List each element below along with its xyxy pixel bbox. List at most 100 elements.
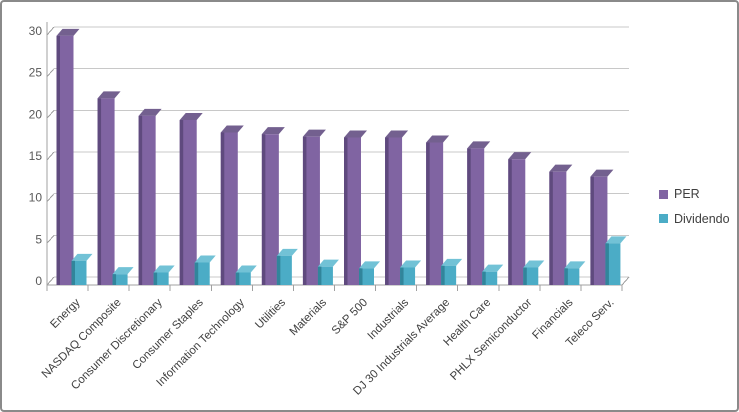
bar-per-9 bbox=[426, 142, 444, 285]
legend-item-dividendo: Dividendo bbox=[659, 211, 730, 226]
bar-dividendo-5 bbox=[276, 255, 292, 285]
x-axis-label: NASDAQ Composite bbox=[40, 297, 124, 381]
bar-top-per-12 bbox=[549, 164, 573, 172]
bar-top-dividendo-9 bbox=[441, 258, 463, 266]
bar-dividendo-13 bbox=[605, 243, 621, 285]
bar-top-dividendo-0 bbox=[71, 253, 93, 261]
x-axis-label: Consumer Staples bbox=[130, 296, 206, 372]
y-axis-label: 10 bbox=[29, 191, 43, 205]
legend: PER Dividendo bbox=[659, 188, 730, 225]
bar-top-per-9 bbox=[426, 135, 450, 143]
bar-top-per-5 bbox=[261, 127, 285, 135]
bar-top-dividendo-5 bbox=[276, 248, 298, 256]
bar-side-dividendo-6 bbox=[317, 266, 322, 285]
bar-per-2 bbox=[138, 115, 156, 285]
bar-top-per-4 bbox=[220, 125, 244, 133]
y-axis-tick bbox=[46, 235, 55, 244]
bar-per-1 bbox=[97, 98, 115, 285]
bar-dividendo-7 bbox=[359, 268, 374, 285]
bar-per-10 bbox=[467, 148, 485, 285]
bar-side-dividendo-2 bbox=[153, 272, 158, 285]
bar-top-per-7 bbox=[344, 130, 367, 138]
bar-top-dividendo-11 bbox=[523, 260, 545, 268]
bar-per-13 bbox=[590, 176, 608, 285]
legend-swatch-per bbox=[659, 189, 668, 199]
bar-side-dividendo-7 bbox=[359, 268, 363, 285]
bar-dividendo-12 bbox=[564, 268, 580, 285]
bar-top-per-8 bbox=[385, 130, 409, 138]
bar-per-0 bbox=[56, 35, 74, 286]
bar-side-per-11 bbox=[508, 159, 512, 285]
bar-top-per-0 bbox=[56, 28, 80, 36]
bar-top-per-11 bbox=[508, 152, 532, 160]
bar-per-11 bbox=[508, 159, 526, 285]
bar-top-per-1 bbox=[97, 91, 121, 99]
bar-dividendo-0 bbox=[71, 260, 87, 285]
bar-dividendo-3 bbox=[194, 262, 210, 285]
bar-top-per-10 bbox=[467, 141, 491, 149]
bar-dividendo-1 bbox=[112, 274, 128, 285]
bar-side-per-1 bbox=[97, 98, 102, 285]
legend-label: PER bbox=[674, 187, 700, 201]
bar-top-per-13 bbox=[590, 169, 614, 177]
bar-top-dividendo-1 bbox=[112, 267, 134, 275]
legend-label: Dividendo bbox=[674, 211, 730, 226]
x-axis-label: Information Technology bbox=[155, 296, 248, 389]
floor-edge bbox=[621, 276, 630, 286]
bar-per-8 bbox=[385, 137, 403, 285]
bar-side-dividendo-5 bbox=[276, 255, 281, 285]
bar-side-dividendo-1 bbox=[112, 274, 117, 285]
bar-top-per-6 bbox=[302, 129, 326, 137]
y-axis-tick bbox=[46, 26, 55, 36]
bar-side-dividendo-4 bbox=[235, 272, 240, 285]
bar-dividendo-2 bbox=[153, 272, 169, 285]
y-axis-tick bbox=[46, 110, 55, 119]
bar-per-6 bbox=[302, 136, 320, 285]
y-axis-label: 20 bbox=[29, 107, 43, 121]
bar-side-per-10 bbox=[467, 148, 471, 285]
bar-top-per-2 bbox=[138, 108, 162, 116]
y-axis-label: 5 bbox=[35, 232, 42, 246]
y-axis-label: 0 bbox=[35, 274, 42, 288]
bar-side-per-13 bbox=[590, 176, 594, 285]
bar-side-per-2 bbox=[138, 115, 143, 285]
bar-side-dividendo-13 bbox=[605, 243, 609, 285]
bar-dividendo-9 bbox=[441, 265, 457, 285]
bar-side-per-6 bbox=[302, 136, 307, 285]
x-axis-label: Materials bbox=[288, 296, 330, 338]
legend-item-per: PER bbox=[659, 188, 730, 201]
y-axis-tick bbox=[46, 276, 55, 286]
bar-side-per-3 bbox=[179, 120, 184, 285]
bar-side-dividendo-8 bbox=[400, 267, 404, 285]
bar-top-per-3 bbox=[179, 113, 203, 120]
bar-side-dividendo-0 bbox=[71, 260, 75, 285]
bar-side-per-7 bbox=[344, 137, 348, 285]
bar-top-dividendo-4 bbox=[235, 265, 257, 273]
y-axis-label: 30 bbox=[29, 24, 43, 38]
bar-top-dividendo-7 bbox=[359, 261, 380, 269]
x-axis-label: PHLX Semiconductor bbox=[448, 297, 534, 383]
bar-side-per-0 bbox=[56, 35, 60, 286]
bar-side-per-12 bbox=[549, 171, 553, 285]
x-axis-label: Energy bbox=[48, 296, 82, 330]
bar-top-dividendo-8 bbox=[400, 260, 422, 268]
y-axis-label: 15 bbox=[29, 149, 43, 163]
bar-top-dividendo-12 bbox=[564, 261, 586, 269]
y-axis-tick bbox=[46, 151, 55, 161]
bar-side-dividendo-9 bbox=[441, 265, 445, 285]
bar-side-per-5 bbox=[261, 134, 266, 285]
bar-per-5 bbox=[261, 134, 279, 285]
bar-dividendo-4 bbox=[235, 272, 251, 285]
x-axis-label: Utilities bbox=[253, 296, 288, 331]
bar-per-7 bbox=[344, 137, 361, 285]
bar-side-per-8 bbox=[385, 137, 389, 285]
x-axis-label: S&P 500 bbox=[330, 297, 370, 337]
bar-per-3 bbox=[179, 120, 197, 285]
y-axis-label: 25 bbox=[29, 66, 43, 80]
y-axis-tick bbox=[46, 193, 55, 202]
bar-top-dividendo-2 bbox=[153, 265, 175, 273]
bar-side-per-9 bbox=[426, 142, 430, 285]
y-axis-tick bbox=[46, 68, 55, 77]
bar-side-dividendo-3 bbox=[194, 262, 199, 285]
bar-top-dividendo-3 bbox=[194, 255, 216, 263]
